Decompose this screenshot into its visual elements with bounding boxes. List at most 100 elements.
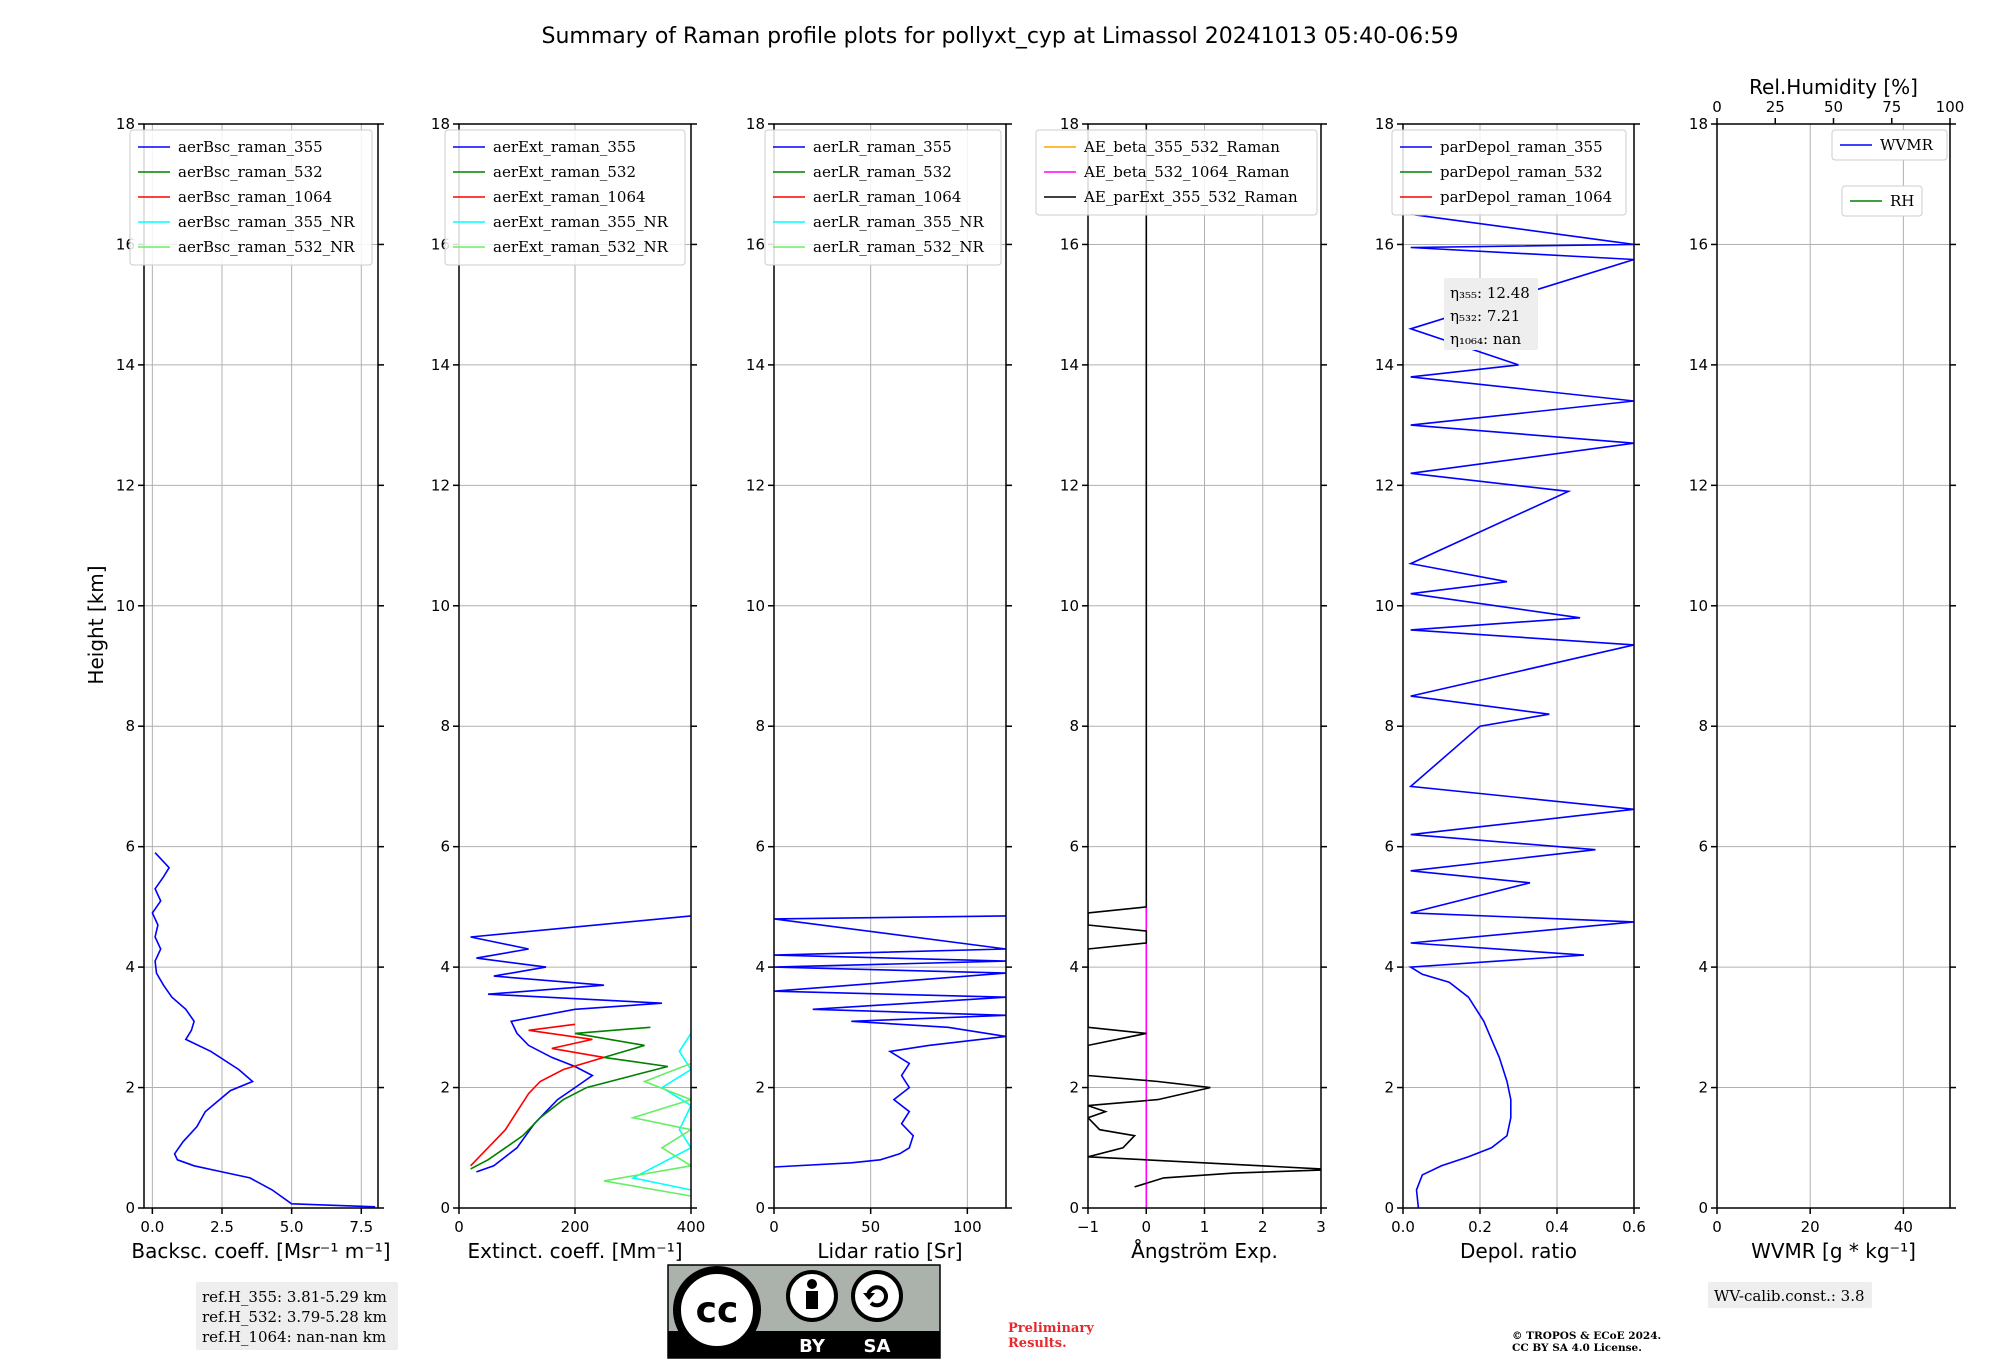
y-tick-label: 14 [431,356,450,374]
x-tick-label: 2.5 [210,1218,234,1236]
x-tick-label: 1 [1200,1218,1210,1236]
legend-label: WVMR [1880,136,1934,154]
wv-calib-text: WV-calib.const.: 3.8 [1714,1287,1865,1305]
y-tick-label: 18 [431,115,450,133]
sa-share-icon [851,1270,903,1322]
y-tick-label: 0 [125,1199,135,1217]
y-tick-label: 16 [746,235,765,253]
y-tick-label: 6 [1384,838,1394,856]
eta-annotation: η₃₅₅: 12.48 η₅₃₂: 7.21 η₁₀₆₄: nan [1444,278,1538,350]
y-tick-label: 8 [1698,717,1708,735]
legend-bsc: aerBsc_raman_355 aerBsc_raman_532 aerBsc_r… [129,129,373,266]
y-tick-label: 18 [746,115,765,133]
legend-label: aerBsc_raman_355 [178,138,323,156]
x-axis-label-lr: Lidar ratio [Sr] [817,1239,962,1263]
x-tick-label: 7.5 [349,1218,373,1236]
legend-label: aerLR_raman_1064 [813,188,961,206]
y-tick-label: 0 [1698,1199,1708,1217]
legend-label: AE_beta_355_532_Raman [1083,138,1280,156]
series-line-aerExt_raman_532 [470,1026,669,1170]
ref-height-box: ref.H_355: 3.81-5.29 km ref.H_532: 3.79-… [196,1282,398,1350]
y-tick-label: 18 [1375,115,1394,133]
legend-lr: aerLR_raman_355 aerLR_raman_532 aerLR_rama… [764,129,1002,266]
legend-dep: parDepol_raman_355 parDepol_raman_532 parD… [1391,129,1627,216]
axes-frame [1402,123,1635,1209]
y-tick-label: 6 [1069,838,1079,856]
y-tick-label: 14 [116,356,135,374]
wv-calib-box: WV-calib.const.: 3.8 [1708,1282,1872,1308]
legend-ae: AE_beta_355_532_Raman AE_beta_532_1064_Ra… [1035,129,1318,216]
y-tick-label: 10 [431,597,450,615]
y-tick-label: 12 [1689,476,1708,494]
x-tick-label: 0.6 [1622,1218,1646,1236]
y-tick-label: 8 [125,717,135,735]
series-line-parDepol_raman_355 [1408,213,1634,1208]
x-tick-label: 20 [1801,1218,1820,1236]
y-tick-label: 12 [116,476,135,494]
legend-WVMR: WVMR [1831,129,1948,161]
x-tick-label: 0.0 [1391,1218,1415,1236]
cc-logo-icon [673,1266,761,1354]
x-tick-label: 3 [1316,1218,1326,1236]
figure-title: Summary of Raman profile plots for polly… [542,24,1459,49]
top-x-tick-label: 0 [1712,98,1722,116]
x-tick-label: 0 [454,1218,464,1236]
y-tick-label: 8 [1384,717,1394,735]
y-tick-label: 4 [1698,958,1708,976]
y-tick-label: 12 [431,476,450,494]
y-tick-label: 8 [440,717,450,735]
top-x-tick-label: 25 [1766,98,1785,116]
y-tick-label: 12 [746,476,765,494]
legend-label: aerBsc_raman_532 [178,163,323,181]
y-tick-label: 4 [1384,958,1394,976]
legend-label: AE_beta_532_1064_Raman [1083,163,1290,181]
copyright-line1: © TROPOS & ECoE 2024. [1512,1330,1661,1342]
y-tick-label: 10 [1689,597,1708,615]
y-tick-label: 2 [1384,1079,1394,1097]
x-tick-label: 400 [677,1218,706,1236]
top-x-tick-label: 100 [1936,98,1965,116]
y-tick-label: 4 [1069,958,1079,976]
x-tick-label: 5.0 [280,1218,304,1236]
legend-label: aerExt_raman_1064 [493,188,646,206]
y-tick-label: 14 [1060,356,1079,374]
series-line-aerExt_raman_355_NR [630,1032,691,1191]
copyright-line2: CC BY SA 4.0 License. [1512,1342,1642,1354]
legend-label: aerExt_raman_355 [493,138,636,156]
x-axis-label-ext: Extinct. coeff. [Mm⁻¹] [467,1239,682,1263]
x-tick-label: 0.2 [1468,1218,1492,1236]
eta-line: η₃₅₅: 12.48 [1450,284,1530,302]
y-tick-label: 6 [755,838,765,856]
legend-label: aerLR_raman_532 [813,163,952,181]
x-tick-label: 0 [1141,1218,1151,1236]
legend-label: aerLR_raman_532_NR [813,238,984,256]
series-line-aerBsc_raman_355 [151,852,376,1208]
x-tick-label: −1 [1077,1218,1099,1236]
top-x-axis-label: Rel.Humidity [%] [1749,75,1918,99]
x-axis-label-ae: Ångström Exp. [1131,1239,1278,1263]
legend-label: parDepol_raman_355 [1440,138,1603,156]
y-tick-label: 16 [1375,235,1394,253]
legend-label: parDepol_raman_532 [1440,163,1603,181]
legend-RH: RH [1841,185,1923,217]
legend-label: AE_parExt_355_532_Raman [1083,188,1298,206]
y-tick-label: 18 [1060,115,1079,133]
cc-by-sa-badge: cc BY SA [667,1264,941,1359]
y-tick-label: 6 [440,838,450,856]
legend-label: aerExt_raman_532_NR [493,238,669,256]
series-line-aerExt_raman_532_NR [603,1062,691,1197]
legend-label: aerBsc_raman_532_NR [178,238,355,256]
y-tick-label: 4 [125,958,135,976]
y-tick-label: 2 [125,1079,135,1097]
legend-label: aerLR_raman_355 [813,138,952,156]
y-tick-label: 10 [1375,597,1394,615]
y-tick-label: 2 [755,1079,765,1097]
y-tick-label: 2 [1069,1079,1079,1097]
x-axis-label-dep: Depol. ratio [1460,1239,1577,1263]
x-tick-label: 200 [561,1218,590,1236]
